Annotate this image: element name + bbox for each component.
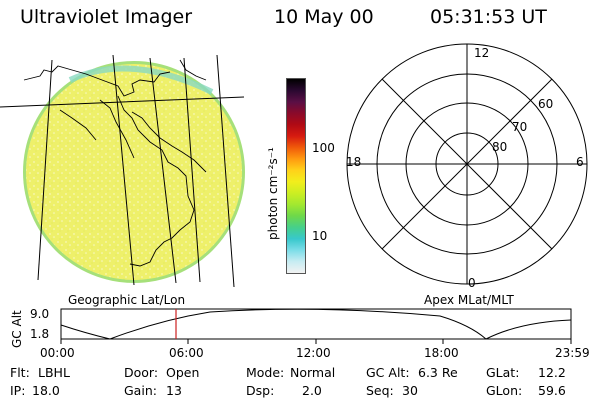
mlat-label-80: 80 bbox=[492, 140, 508, 154]
mlat-label-60: 60 bbox=[538, 97, 554, 111]
altitude-ymax: 9.0 bbox=[30, 307, 50, 321]
mlt-label-top: 12 bbox=[474, 46, 490, 60]
gain-label: Gain: bbox=[124, 383, 157, 398]
time-tick-1200: 12:00 bbox=[296, 346, 331, 360]
altitude-ymin: 1.8 bbox=[30, 327, 50, 341]
geographic-grid bbox=[0, 54, 245, 288]
dsp-label: Dsp: bbox=[246, 383, 275, 398]
seq-value: 30 bbox=[402, 383, 418, 398]
door-label: Door: bbox=[124, 365, 159, 380]
geographic-grid-label: Geographic Lat/Lon bbox=[68, 293, 186, 307]
glon-value: 59.6 bbox=[538, 383, 566, 398]
mlat-label-70: 70 bbox=[512, 120, 528, 134]
time-tick-0600: 06:00 bbox=[169, 346, 204, 360]
mode-label: Mode: bbox=[246, 365, 285, 380]
colorbar-tick-10: 10 bbox=[312, 229, 328, 243]
earth-disk bbox=[23, 61, 245, 283]
mlt-label-bottom: 0 bbox=[468, 276, 476, 290]
door-value: Open bbox=[166, 365, 200, 380]
ip-value: 18.0 bbox=[32, 383, 60, 398]
time-label: 05:31:53 UT bbox=[430, 6, 547, 28]
time-tick-2359: 23:59 bbox=[555, 346, 590, 360]
gcalt-value: 6.3 Re bbox=[418, 365, 458, 380]
glon-label: GLon: bbox=[486, 383, 523, 398]
colorbar-tick-100: 100 bbox=[312, 141, 335, 155]
time-tick-0000: 00:00 bbox=[40, 346, 75, 360]
coastlines bbox=[23, 59, 207, 267]
time-tick-1800: 18:00 bbox=[424, 346, 459, 360]
mlt-label-right: 6 bbox=[576, 155, 584, 169]
seq-label: Seq: bbox=[366, 383, 394, 398]
mode-value: Normal bbox=[290, 365, 336, 380]
date-label: 10 May 00 bbox=[274, 6, 374, 28]
glat-value: 12.2 bbox=[538, 365, 566, 380]
dsp-value: 2.0 bbox=[302, 383, 322, 398]
magnetic-grid-label: Apex MLat/MLT bbox=[424, 293, 514, 307]
glat-label: GLat: bbox=[486, 365, 520, 380]
instrument-title: Ultraviolet Imager bbox=[20, 6, 193, 28]
flt-value: LBHL bbox=[38, 365, 70, 380]
mlt-label-left: 18 bbox=[346, 155, 362, 169]
gcalt-label: GC Alt: bbox=[366, 365, 410, 380]
ip-label: IP: bbox=[10, 383, 26, 398]
flt-label: Flt: bbox=[10, 365, 30, 380]
colorbar bbox=[286, 78, 306, 274]
gain-value: 13 bbox=[166, 383, 182, 398]
polar-grid bbox=[346, 43, 588, 285]
